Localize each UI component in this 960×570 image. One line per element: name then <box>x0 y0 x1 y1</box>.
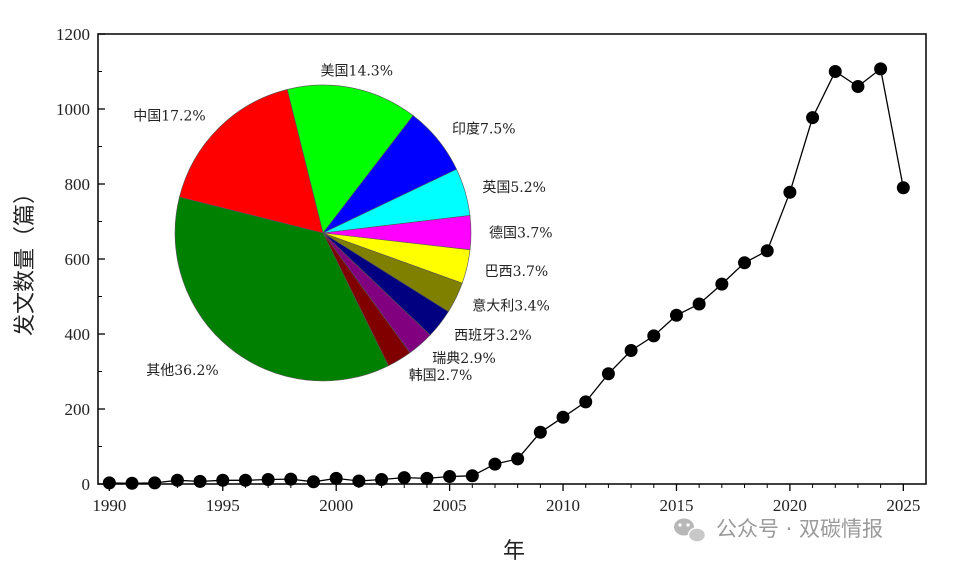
data-point <box>806 111 820 125</box>
data-point <box>692 297 706 311</box>
data-point <box>238 473 252 487</box>
data-point <box>420 471 434 485</box>
data-point <box>511 452 525 466</box>
watermark-text: 公众号 · 双碳情报 <box>716 517 883 541</box>
data-point <box>624 344 638 357</box>
x-axis-ticks: 1990 1995 2000 2005 2010 2015 2020 2025 <box>92 484 920 515</box>
data-point <box>896 181 910 195</box>
pie-label: 印度7.5% <box>452 122 516 138</box>
data-point <box>193 474 207 488</box>
pie-label: 巴西3.7% <box>485 264 549 280</box>
data-point <box>443 470 457 483</box>
x-tick-label: 2000 <box>319 496 353 515</box>
data-point <box>170 473 184 487</box>
pie-slice <box>179 89 324 234</box>
y-tick-label: 800 <box>65 175 91 194</box>
data-point <box>783 185 797 199</box>
x-tick-label: 2015 <box>659 496 693 515</box>
data-point <box>828 65 842 78</box>
pie-label: 德国3.7% <box>489 226 553 242</box>
data-point <box>397 471 411 485</box>
watermark: 公众号 · 双碳情报 <box>674 517 883 543</box>
pie-slice <box>174 196 389 382</box>
y-tick-label: 600 <box>65 250 91 269</box>
pie-label: 瑞典2.9% <box>432 351 496 367</box>
pie-label: 美国14.3% <box>321 64 393 80</box>
y-axis-title: 发文数量（篇） <box>13 182 38 336</box>
data-point <box>216 473 230 487</box>
pie-label: 英国5.2% <box>482 179 546 196</box>
x-tick-label: 1995 <box>206 496 240 515</box>
data-point <box>647 329 661 343</box>
data-point <box>738 256 752 270</box>
data-point <box>533 425 547 439</box>
data-point <box>352 474 366 488</box>
y-tick-label: 1000 <box>56 100 90 119</box>
pie-label: 其他36.2% <box>146 363 218 379</box>
data-point <box>102 476 116 490</box>
x-tick-label: 1990 <box>92 496 126 515</box>
x-axis-title: 年 <box>503 539 525 564</box>
y-tick-label: 1200 <box>56 25 90 44</box>
data-point <box>556 410 570 424</box>
y-axis-ticks: 0 200 400 600 800 1000 1200 <box>56 25 105 494</box>
data-point <box>329 471 343 485</box>
x-tick-label: 2025 <box>886 496 920 515</box>
data-point <box>488 457 502 471</box>
pie-label: 中国17.2% <box>133 109 205 125</box>
y-tick-label: 400 <box>65 325 91 344</box>
data-point <box>601 367 615 381</box>
pie-label: 韩国2.7% <box>409 368 473 384</box>
series-publications <box>102 62 910 490</box>
data-point <box>148 476 162 490</box>
data-point <box>851 80 865 93</box>
data-point <box>261 473 275 486</box>
data-point <box>874 62 888 76</box>
x-tick-label: 2005 <box>433 496 467 515</box>
wechat-icon <box>674 518 707 543</box>
data-point <box>669 308 683 322</box>
data-point <box>579 395 593 409</box>
x-tick-label: 2010 <box>546 496 580 515</box>
pie-label: 意大利3.4% <box>472 298 550 315</box>
data-point <box>715 277 729 291</box>
pie-labels: 美国14.3% 印度7.5% 英国5.2% 德国3.7% 巴西3.7% 意大利3.4% 西班… <box>133 64 552 385</box>
x-tick-label: 2020 <box>773 496 807 515</box>
data-point <box>307 475 321 489</box>
data-point <box>284 472 298 486</box>
pie-label: 西班牙3.2% <box>454 328 532 344</box>
data-point <box>375 473 389 486</box>
data-point <box>125 476 139 490</box>
pie-slice <box>286 84 414 234</box>
data-point <box>465 469 479 483</box>
y-tick-label: 0 <box>82 475 91 494</box>
pie-chart <box>174 84 472 382</box>
y-tick-label: 200 <box>65 400 91 419</box>
data-point <box>760 244 774 258</box>
